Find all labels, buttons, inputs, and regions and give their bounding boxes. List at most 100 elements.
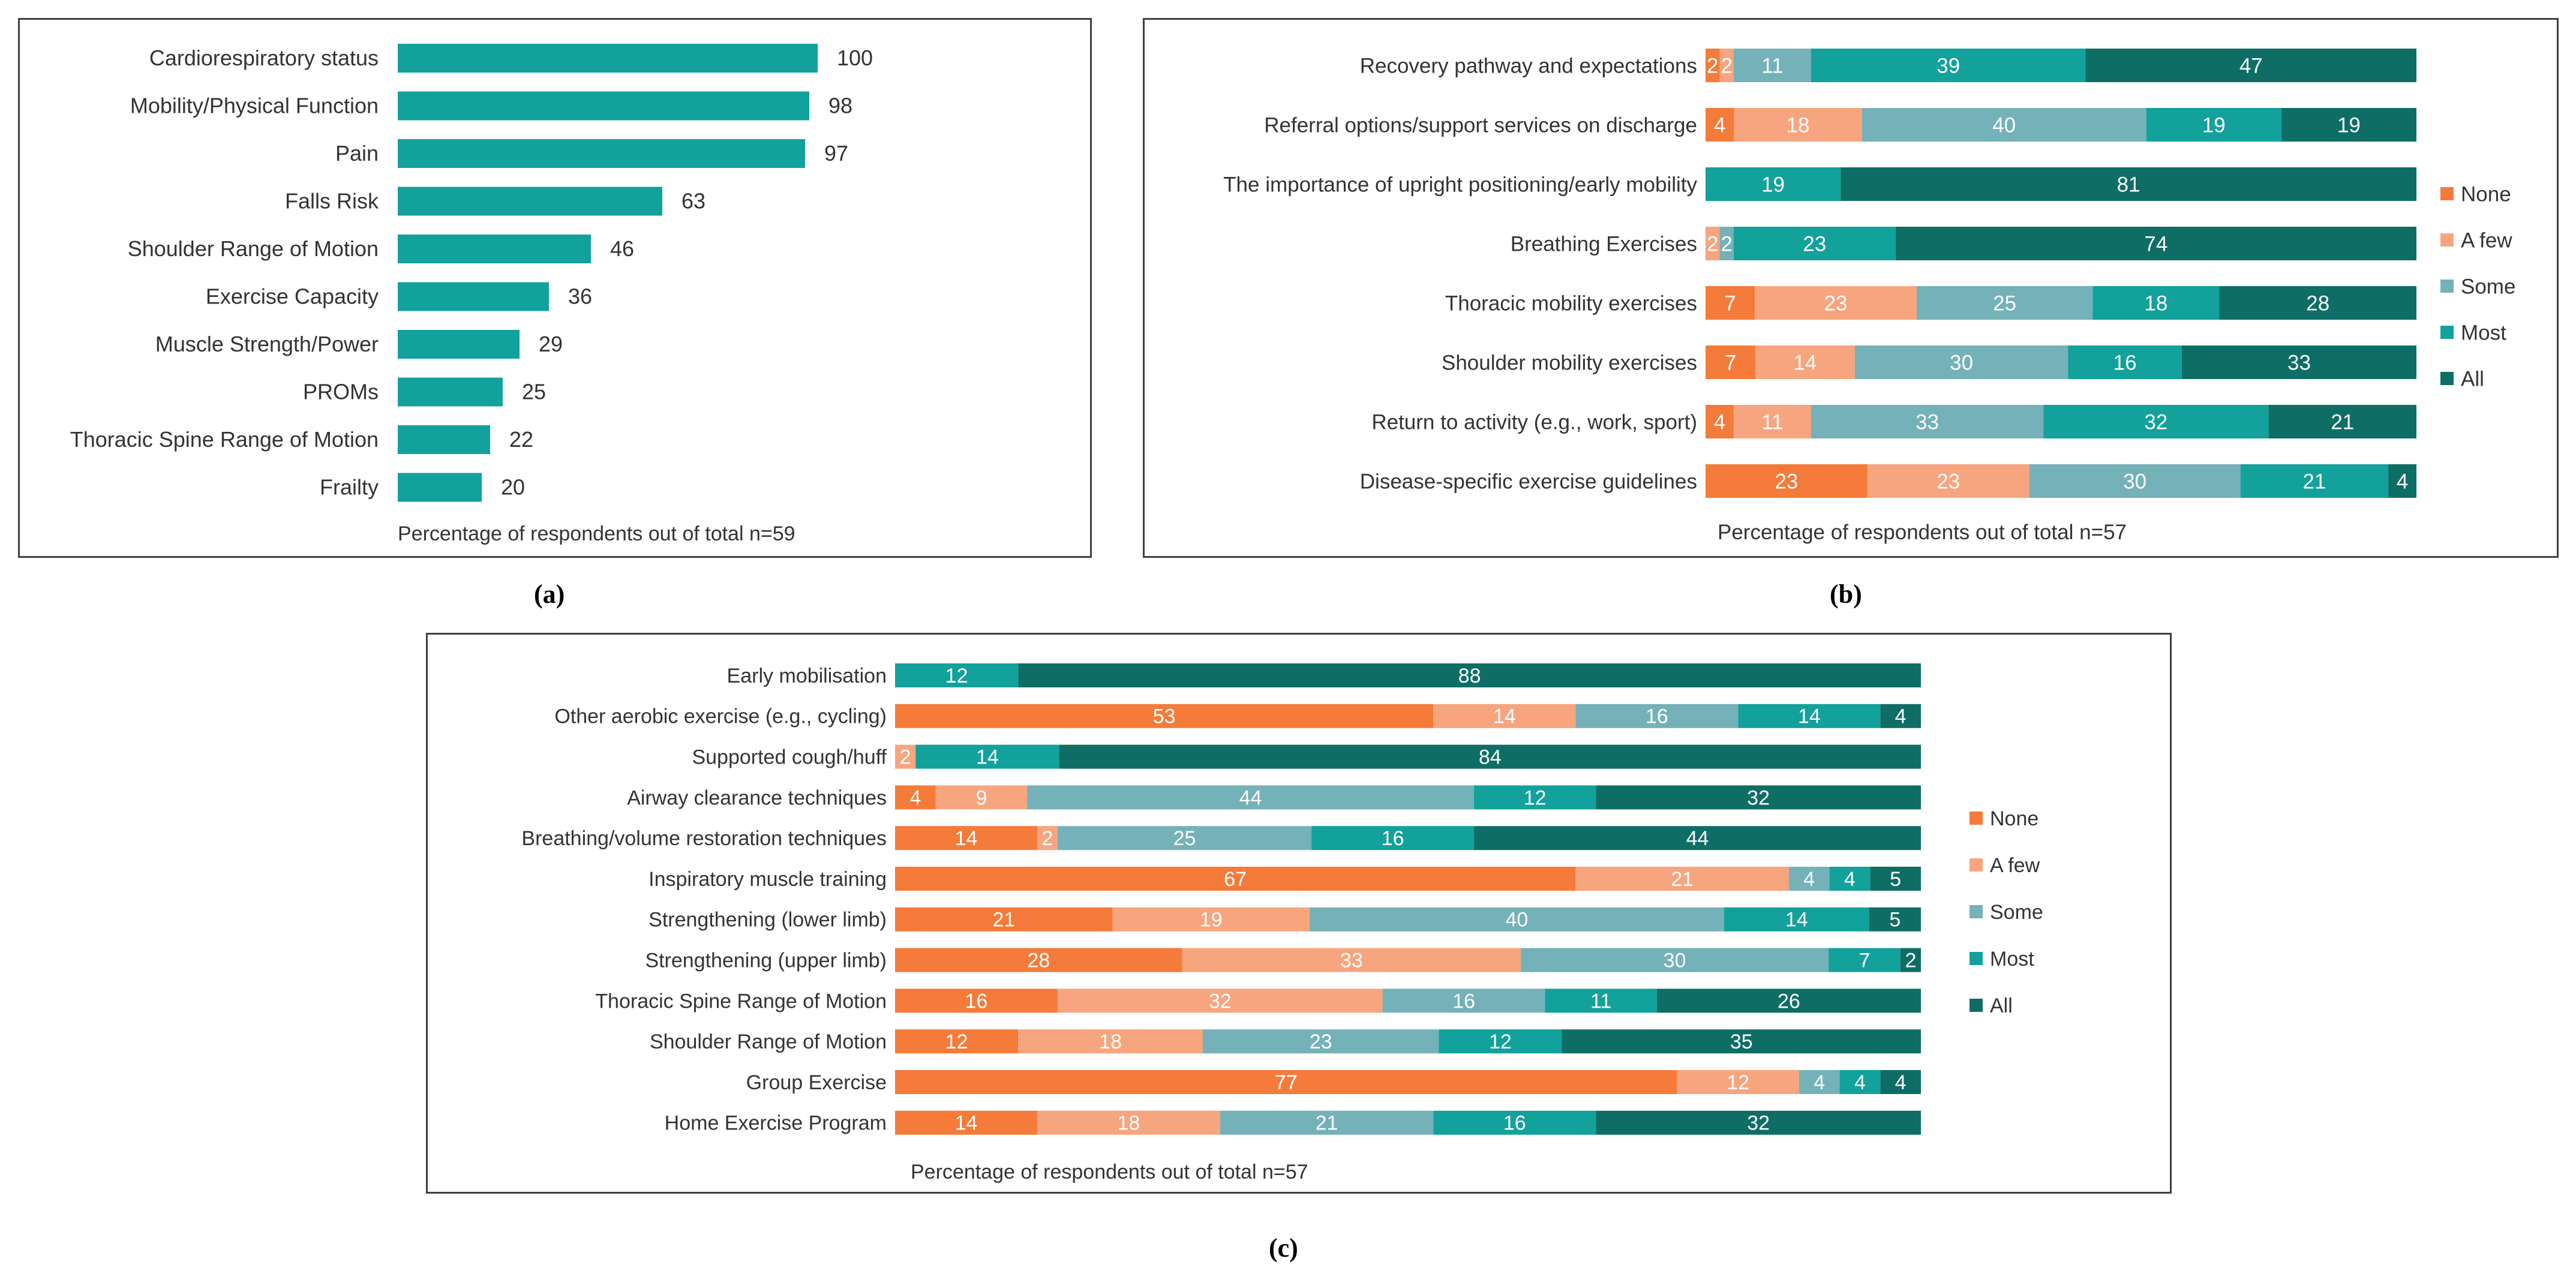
- data-label: 30: [1950, 351, 1973, 374]
- bar-segment-none: [895, 785, 936, 810]
- legend-label: All: [2461, 367, 2484, 390]
- data-label: 25: [1173, 827, 1196, 850]
- data-label: 18: [1117, 1112, 1140, 1135]
- category-label: Referral options/support services on dis…: [1264, 113, 1697, 137]
- x-axis-label: Percentage of respondents out of total n…: [1718, 521, 2127, 544]
- data-label: 28: [2306, 292, 2329, 315]
- legend-label: None: [2461, 182, 2511, 206]
- legend-label: Some: [1990, 901, 2043, 924]
- data-label: 74: [2144, 232, 2167, 256]
- data-label: 16: [965, 990, 988, 1012]
- category-label: Recovery pathway and expectations: [1360, 54, 1697, 77]
- bar-segment-most: [1724, 907, 1869, 932]
- bar-segment-some: [1916, 286, 2093, 320]
- bar-segment-all: [1656, 988, 1921, 1013]
- panel-label-b: (b): [1830, 579, 1862, 609]
- category-label: Cardiorespiratory status: [149, 46, 379, 70]
- data-label: 11: [1761, 410, 1783, 434]
- bar-segment-some: [1575, 704, 1739, 728]
- data-label: 2: [1707, 54, 1718, 77]
- data-label: 2: [1041, 827, 1053, 850]
- legend-swatch-some: [1969, 905, 1983, 918]
- bar-segment-most: [1839, 1070, 1881, 1094]
- data-label: 26: [1778, 990, 1800, 1012]
- bar-segment-a-few: [1037, 1110, 1220, 1135]
- bar-segment-a-few: [1755, 286, 1917, 320]
- bar: [398, 473, 482, 502]
- bar-segment-all: [2219, 286, 2416, 320]
- data-label: 23: [1824, 292, 1848, 315]
- data-label: 23: [1775, 470, 1798, 493]
- data-label: 2: [1721, 54, 1732, 77]
- data-label: 12: [1524, 786, 1547, 809]
- legend-label: Most: [2461, 321, 2506, 344]
- category-label: PROMs: [303, 380, 379, 404]
- bar-segment-all: [2268, 405, 2416, 438]
- category-label: Shoulder Range of Motion: [650, 1030, 887, 1053]
- data-label: 21: [992, 909, 1015, 932]
- data-label: 77: [1275, 1071, 1298, 1094]
- bar-segment-none: [1706, 405, 1734, 438]
- category-label: Home Exercise Program: [665, 1112, 887, 1135]
- data-label: 14: [955, 1112, 978, 1135]
- bar-segment-most: [1439, 1029, 1562, 1054]
- bar-segment-all: [1018, 663, 1921, 687]
- category-label: Strengthening (upper limb): [645, 950, 887, 972]
- bar-segment-none: [895, 867, 1576, 891]
- bar-segment-some: [1854, 345, 2068, 379]
- bar-segment-none: [895, 1070, 1677, 1094]
- data-label: 5: [1889, 909, 1901, 932]
- bar-segment-most: [2092, 286, 2220, 320]
- bar-segment-none: [895, 948, 1182, 972]
- data-label: 32: [2144, 410, 2167, 434]
- data-label: 7: [1724, 292, 1736, 315]
- bar-segment-most: [1545, 988, 1657, 1013]
- category-label: Muscle Strength/Power: [155, 332, 379, 356]
- data-label: 97: [824, 141, 848, 166]
- data-label: 23: [1310, 1030, 1332, 1053]
- bar: [398, 187, 662, 216]
- data-label: 22: [509, 427, 533, 452]
- data-label: 32: [1747, 1112, 1770, 1135]
- data-label: 36: [568, 284, 592, 309]
- data-label: 19: [1200, 909, 1223, 932]
- category-label: Mobility/Physical Function: [130, 94, 379, 118]
- bar-segment-none: [895, 1110, 1038, 1135]
- bar-segment-most: [915, 744, 1059, 769]
- bar-segment-all: [2388, 464, 2416, 498]
- data-label: 16: [1503, 1112, 1526, 1135]
- bar-segment-most: [2043, 405, 2269, 438]
- bar-segment-a-few: [1706, 227, 1720, 260]
- bar-segment-none: [895, 988, 1058, 1013]
- bar-segment-all: [1841, 167, 2416, 201]
- data-label: 63: [681, 189, 705, 214]
- bar-segment-some: [1788, 867, 1830, 891]
- bar-segment-all: [1880, 704, 1921, 728]
- data-label: 19: [2202, 113, 2226, 137]
- bar-segment-some: [1027, 785, 1475, 810]
- x-axis-label: Percentage of respondents out of total n…: [911, 1161, 1308, 1183]
- data-label: 14: [1798, 705, 1821, 728]
- legend-swatch-none: [1969, 812, 1983, 825]
- bar-segment-all: [1869, 907, 1921, 932]
- data-label: 100: [837, 46, 873, 70]
- bar-segment-all: [1895, 227, 2416, 260]
- data-label: 25: [522, 380, 546, 404]
- data-label: 25: [1993, 292, 2016, 315]
- legend-label: Most: [1990, 948, 2034, 970]
- bar-segment-a-few: [1182, 948, 1521, 972]
- bar-segment-most: [2146, 108, 2281, 142]
- category-label: Frailty: [320, 475, 379, 500]
- legend-label: A few: [1990, 854, 2040, 877]
- bar: [398, 44, 818, 73]
- bar-segment-a-few: [1018, 1029, 1203, 1054]
- data-label: 23: [1803, 232, 1826, 256]
- bar-segment-a-few: [1755, 345, 1855, 379]
- data-label: 16: [1382, 827, 1404, 850]
- data-label: 88: [1458, 665, 1481, 687]
- bar-segment-most: [1311, 826, 1475, 851]
- bar-segment-most: [1706, 167, 1841, 201]
- bar: [398, 330, 520, 359]
- bar: [398, 425, 490, 454]
- data-label: 33: [1916, 410, 1939, 434]
